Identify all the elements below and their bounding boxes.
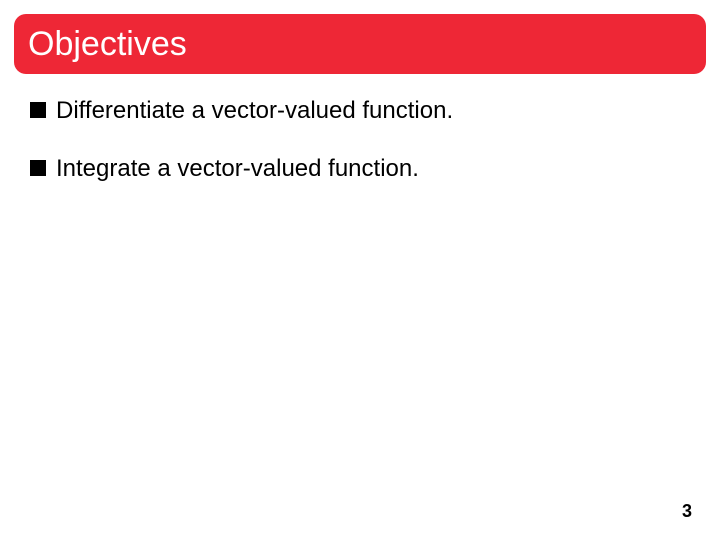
page-title: Objectives <box>28 25 187 64</box>
list-item: Differentiate a vector-valued function. <box>30 96 690 126</box>
objectives-list: Differentiate a vector-valued function. … <box>30 96 690 212</box>
page-number: 3 <box>682 501 692 522</box>
header-bar: Objectives <box>14 14 706 74</box>
list-item: Integrate a vector-valued function. <box>30 154 690 184</box>
square-bullet-icon <box>30 160 46 176</box>
square-bullet-icon <box>30 102 46 118</box>
list-item-text: Differentiate a vector-valued function. <box>56 96 453 126</box>
list-item-text: Integrate a vector-valued function. <box>56 154 419 184</box>
